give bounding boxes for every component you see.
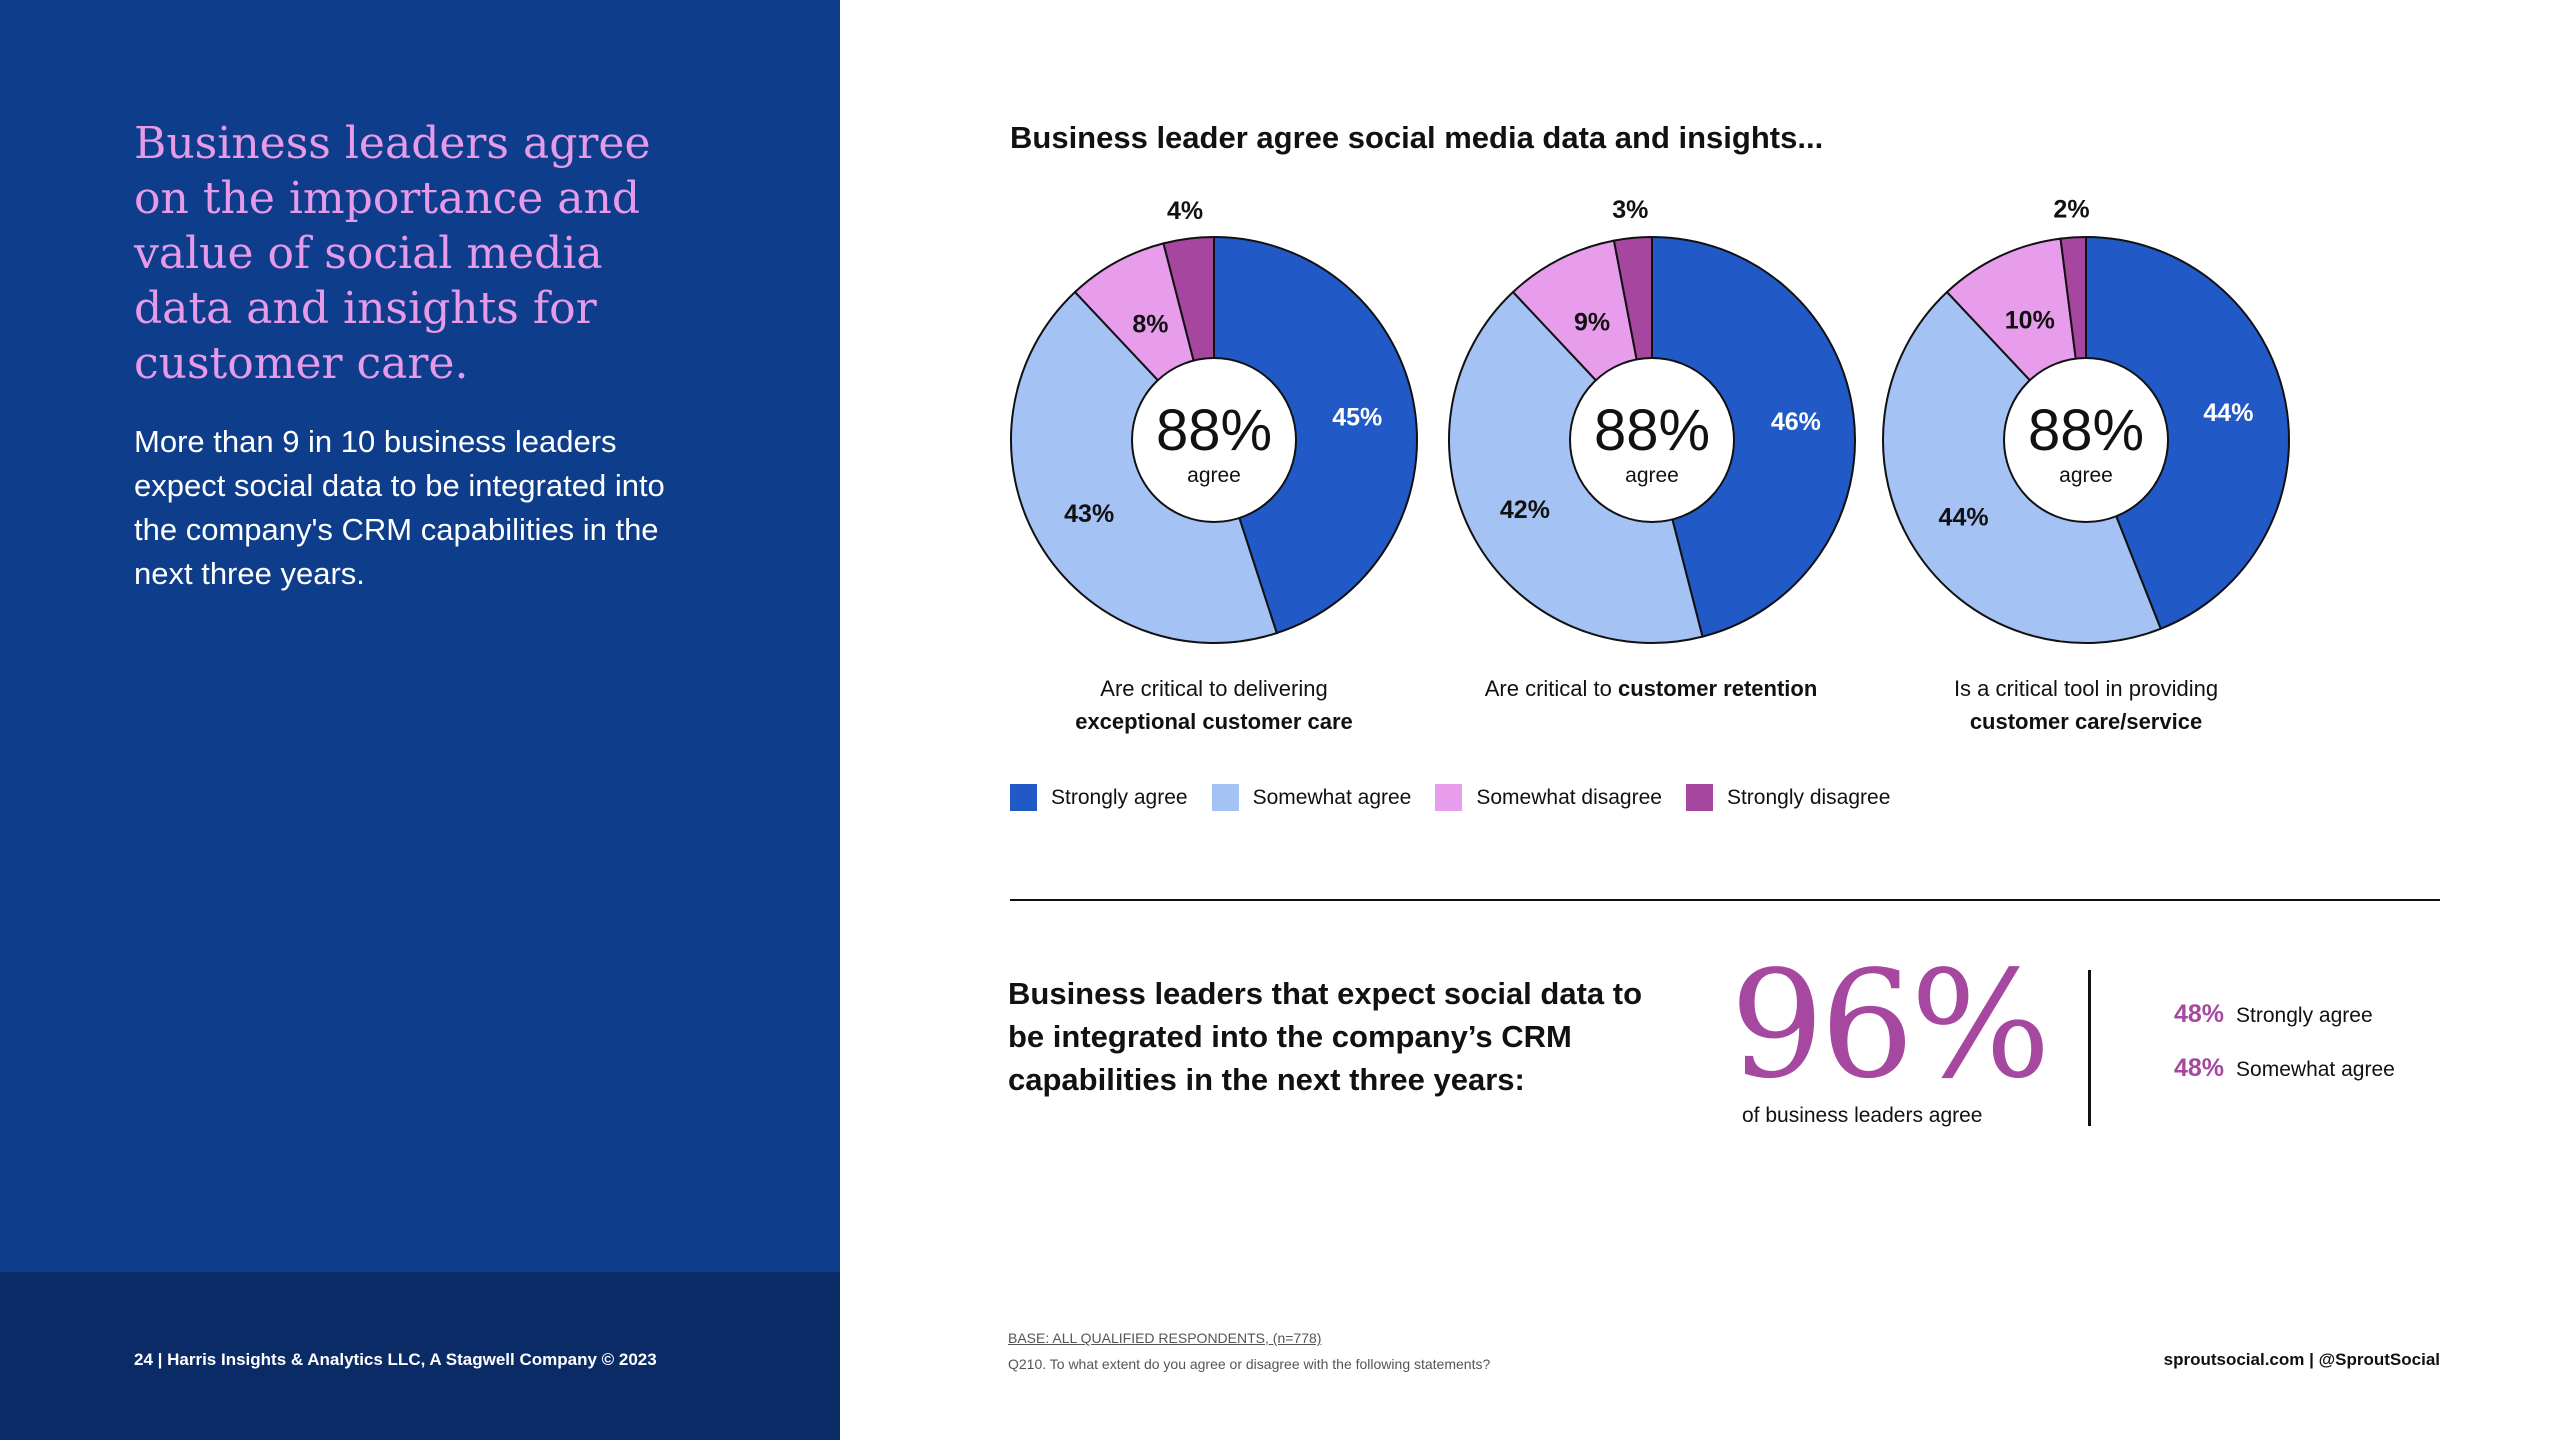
legend-label-strongly-disagree: Strongly disagree xyxy=(1726,785,1891,809)
legend-swatch-strongly-agree xyxy=(1010,784,1037,811)
section-divider xyxy=(1010,899,2440,901)
pie-2-label-somewhat-agree: 42% xyxy=(1500,496,1550,524)
chart-title: Business leader agree social media data … xyxy=(1010,120,1824,155)
legend-label-somewhat-agree: Somewhat agree xyxy=(1252,785,1412,809)
pie-caption-2-plain: Are critical to xyxy=(1484,676,1612,701)
pie-2-center-label: agree xyxy=(1625,464,1679,487)
pie-caption-2-bold: customer retention xyxy=(1618,676,1818,701)
pie-3-label-strongly-disagree: 2% xyxy=(2053,195,2089,223)
pie-3-center xyxy=(2003,357,2169,523)
pie-caption-1-plain: Are critical to delivering xyxy=(1100,676,1328,701)
pie-1-center xyxy=(1131,357,1297,523)
left-footer-band xyxy=(0,1272,840,1440)
pie-caption-1-bold: exceptional customer care xyxy=(1075,709,1353,734)
pie-2-slice-strongly-agree xyxy=(1651,235,1856,638)
pie-2-center-value: 88% xyxy=(1594,398,1710,463)
footnote-question: Q210. To what extent do you agree or dis… xyxy=(1008,1356,1491,1372)
pie-3-center-value: 88% xyxy=(2028,398,2144,463)
crm-big-percentage: 96% xyxy=(1730,939,2051,1111)
pie-3-label-strongly-agree: 44% xyxy=(2203,399,2253,427)
pie-1-slice-strongly-agree xyxy=(1213,235,1418,635)
legend-swatch-somewhat-agree xyxy=(1211,784,1239,811)
pie-caption-3-bold: customer care/service xyxy=(1969,709,2203,734)
chart-legend: Strongly agree Somewhat agree Somewhat d… xyxy=(1010,784,1890,811)
crm-split-1-pct: 48% xyxy=(2174,1000,2225,1028)
pie-3-slice-strongly-agree xyxy=(2085,235,2290,631)
pie-caption-2: Are critical to customer retention xyxy=(1431,672,1871,705)
crm-split-1-label: Strongly agree xyxy=(2236,1004,2373,1027)
crm-split-strongly-agree: 48% Strongly agree xyxy=(2174,1000,2373,1029)
crm-split-somewhat-agree: 48% Somewhat agree xyxy=(2174,1054,2395,1083)
pie-1-center-value: 88% xyxy=(1156,398,1272,463)
pie-caption-3: Is a critical tool in providing customer… xyxy=(1866,672,2306,738)
crm-split-2-pct: 48% xyxy=(2174,1054,2225,1082)
pie-caption-1: Are critical to delivering exceptional c… xyxy=(994,672,1434,738)
pie-1-label-strongly-disagree: 4% xyxy=(1167,197,1203,225)
pie-2-center xyxy=(1569,357,1735,523)
legend-item-somewhat-agree: Somewhat agree xyxy=(1211,784,1412,811)
left-heading: Business leaders agree on the importance… xyxy=(134,118,651,389)
legend-label-strongly-agree: Strongly agree xyxy=(1051,785,1188,809)
pie-caption-3-plain: Is a critical tool in providing xyxy=(1953,676,2219,701)
crm-big-subtitle: of business leaders agree xyxy=(1742,1104,1983,1127)
legend-item-strongly-disagree: Strongly disagree xyxy=(1685,784,1891,811)
page-footer: 24 | Harris Insights & Analytics LLC, A … xyxy=(134,1350,657,1369)
pie-2-label-strongly-disagree: 3% xyxy=(1612,196,1648,224)
legend-swatch-strongly-disagree xyxy=(1685,784,1713,811)
footer-site-handle: sproutsocial.com | @SproutSocial xyxy=(2163,1350,2440,1369)
crm-split-2-label: Somewhat agree xyxy=(2236,1058,2395,1081)
pie-1-label-somewhat-disagree: 8% xyxy=(1132,310,1168,338)
pie-3-label-somewhat-agree: 44% xyxy=(1939,504,1989,532)
legend-swatch-somewhat-disagree xyxy=(1435,784,1463,811)
pie-1-label-strongly-agree: 45% xyxy=(1332,403,1382,431)
pie-3-label-somewhat-disagree: 10% xyxy=(2005,307,2055,335)
crm-vertical-divider xyxy=(2088,970,2091,1126)
pie-1-label-somewhat-agree: 43% xyxy=(1064,500,1114,528)
pie-1-center-label: agree xyxy=(1187,464,1241,487)
pie-2-label-strongly-agree: 46% xyxy=(1771,408,1821,436)
legend-item-somewhat-disagree: Somewhat disagree xyxy=(1435,784,1662,811)
pie-3-center-label: agree xyxy=(2059,464,2113,487)
legend-item-strongly-agree: Strongly agree xyxy=(1010,784,1188,811)
legend-label-somewhat-disagree: Somewhat disagree xyxy=(1476,785,1662,809)
donut-charts: 45%43%8%4%88%agree46%42%9%3%88%agree44%4… xyxy=(1010,195,2290,644)
pie-2-label-somewhat-disagree: 9% xyxy=(1574,308,1610,336)
left-body-text: More than 9 in 10 business leaders expec… xyxy=(134,424,665,591)
footnote-base: BASE: ALL QUALIFIED RESPONDENTS, (n=778) xyxy=(1008,1330,1322,1346)
crm-heading: Business leaders that expect social data… xyxy=(1008,976,1643,1097)
left-panel xyxy=(0,0,840,1440)
